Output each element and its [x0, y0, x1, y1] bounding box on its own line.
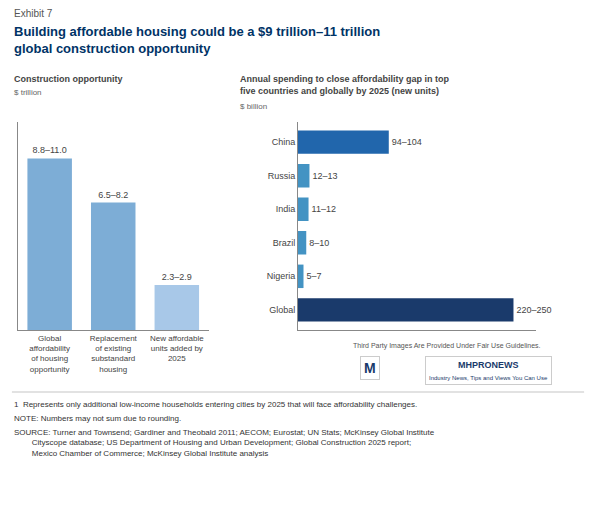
svg-text:China: China [272, 137, 296, 147]
svg-text:220–250: 220–250 [516, 305, 551, 315]
svg-text:Third Party Images Are Provide: Third Party Images Are Provided Under Fa… [353, 342, 541, 350]
svg-text:MHPRONEWSIndustry News, Tips a: MHPRONEWSIndustry News, Tips and Views Y… [429, 360, 548, 381]
svg-text:$ billion: $ billion [240, 102, 267, 111]
svg-text:Nigeria: Nigeria [267, 271, 296, 281]
svg-text:1 Represents only additional: 1 Represents only additional low-income … [14, 400, 417, 409]
svg-text:M: M [364, 360, 376, 376]
svg-text:Construction opportunity: Construction opportunity [14, 74, 122, 84]
svg-text:Globalaffordabilityof housingo: Globalaffordabilityof housingopportunity [29, 334, 70, 374]
svg-text:New affordableunits added by20: New affordableunits added by2025 [150, 334, 204, 364]
svg-text:Exhibit 7: Exhibit 7 [14, 8, 53, 19]
svg-text:11–12: 11–12 [312, 204, 336, 214]
svg-text:94–104: 94–104 [392, 137, 422, 147]
svg-text:NOTE: Numbers may not sum due: NOTE: Numbers may not sum due to roundin… [14, 414, 181, 423]
svg-text:India: India [276, 204, 296, 214]
svg-text:SOURCE: Turner and Townsend; G: SOURCE: Turner and Townsend; Gardiner an… [14, 428, 435, 458]
svg-text:Russia: Russia [268, 171, 296, 181]
svg-text:8.8–11.0: 8.8–11.0 [32, 145, 66, 155]
svg-text:8–10: 8–10 [309, 238, 329, 248]
svg-text:Replacementof existingsubstand: Replacementof existingsubstandardhousing [90, 334, 138, 374]
svg-text:Annual spending to close affor: Annual spending to close affordability g… [240, 74, 450, 96]
svg-text:$ trillion: $ trillion [14, 88, 42, 97]
svg-text:Brazil: Brazil [273, 238, 296, 248]
svg-text:6.5–8.2: 6.5–8.2 [98, 190, 128, 200]
svg-text:Building affordable housing co: Building affordable housing could be a $… [14, 24, 380, 56]
svg-text:12–13: 12–13 [312, 171, 337, 181]
svg-text:2.3–2.9: 2.3–2.9 [162, 272, 192, 282]
svg-text:Global: Global [269, 305, 295, 315]
svg-text:5–7: 5–7 [307, 271, 322, 281]
